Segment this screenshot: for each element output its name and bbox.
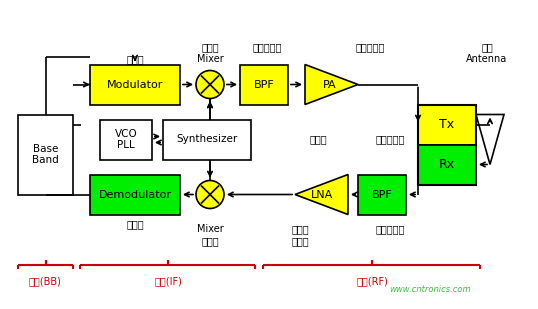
Text: LNA: LNA — [310, 189, 332, 200]
Text: 調變器: 調變器 — [126, 54, 144, 65]
Text: Mixer: Mixer — [196, 54, 223, 65]
Bar — [90, 65, 180, 104]
Text: Antenna: Antenna — [466, 54, 508, 65]
Text: Demodulator: Demodulator — [98, 189, 172, 200]
Text: Synthesizer: Synthesizer — [176, 134, 238, 145]
Bar — [90, 175, 180, 214]
Polygon shape — [305, 65, 358, 104]
Polygon shape — [295, 175, 348, 214]
Text: Rx: Rx — [439, 158, 455, 171]
Text: 中頻(IF): 中頻(IF) — [154, 277, 182, 286]
Text: Modulator: Modulator — [107, 79, 163, 90]
Text: Mixer: Mixer — [196, 225, 223, 235]
Bar — [240, 65, 288, 104]
Text: 放大器: 放大器 — [291, 236, 309, 247]
Text: 射頻(RF): 射頻(RF) — [356, 277, 388, 286]
Text: 傳送接收器: 傳送接收器 — [376, 134, 405, 145]
Text: 帶通濾波器: 帶通濾波器 — [252, 43, 282, 53]
Text: Base
Band: Base Band — [32, 144, 59, 165]
Text: 合成器: 合成器 — [309, 134, 327, 145]
Text: 低雜訊: 低雜訊 — [291, 225, 309, 235]
Text: 功率放大器: 功率放大器 — [355, 43, 385, 53]
Polygon shape — [476, 115, 504, 164]
Bar — [418, 104, 476, 145]
Text: 基頻(BB): 基頻(BB) — [29, 277, 61, 286]
Text: VCO
PLL: VCO PLL — [115, 129, 137, 150]
Text: Tx: Tx — [440, 118, 455, 131]
Circle shape — [196, 70, 224, 99]
Bar — [358, 175, 406, 214]
Text: BPF: BPF — [372, 189, 392, 200]
Bar — [418, 104, 476, 184]
Bar — [18, 115, 73, 194]
Text: 混頻器: 混頻器 — [201, 43, 219, 53]
Text: PA: PA — [323, 79, 336, 90]
Text: 混頻器: 混頻器 — [201, 236, 219, 247]
Text: BPF: BPF — [253, 79, 274, 90]
Text: 天線: 天線 — [481, 43, 493, 53]
Circle shape — [196, 180, 224, 209]
Bar — [163, 120, 251, 159]
Text: www.cntronics.com: www.cntronics.com — [389, 286, 471, 294]
Text: 帶通濾波器: 帶通濾波器 — [376, 225, 405, 235]
Text: 解調器: 解調器 — [126, 219, 144, 230]
Bar — [100, 120, 152, 159]
Bar — [418, 145, 476, 184]
